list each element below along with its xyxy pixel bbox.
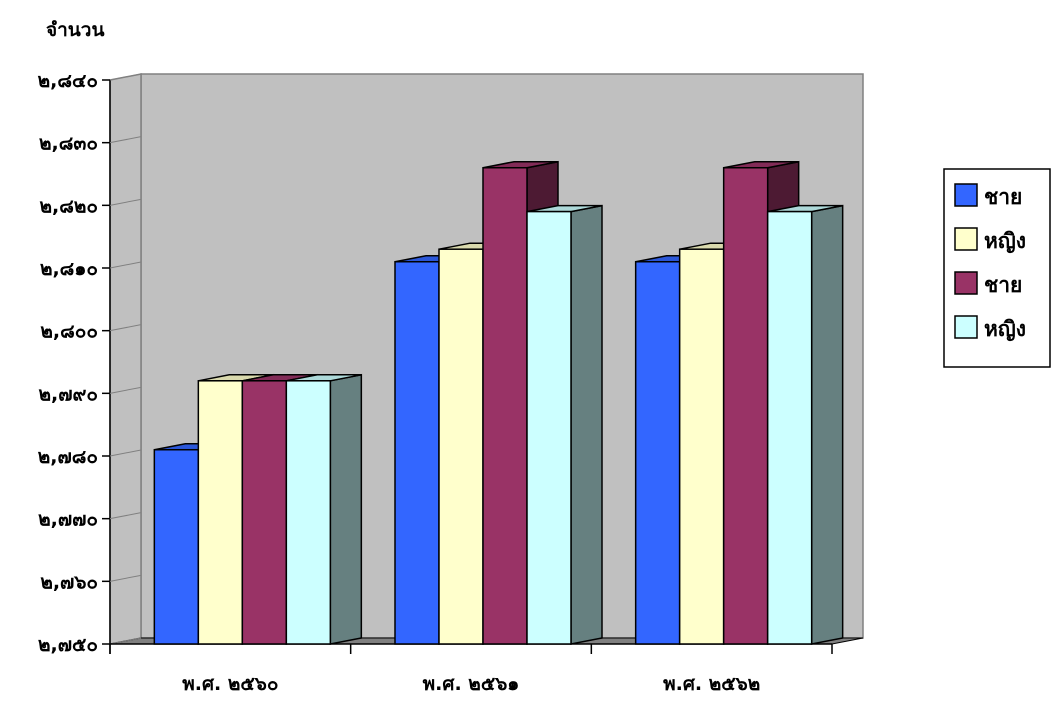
legend-swatch — [954, 271, 978, 295]
side-wall — [109, 73, 142, 645]
y-tick-label: ๒,๘๒๐ — [39, 195, 98, 217]
legend-label: หญิง — [984, 229, 1026, 254]
bar-front — [241, 380, 288, 645]
legend-swatch — [954, 227, 978, 251]
legend-label: ชาย — [984, 185, 1022, 209]
y-tick-depth — [109, 324, 142, 332]
bar-4 — [285, 373, 363, 645]
legend-swatch — [954, 183, 978, 207]
bar-groups — [153, 160, 844, 645]
bar-side — [329, 373, 363, 645]
y-tick-label: ๒,๗๗๐ — [38, 509, 98, 531]
y-tick-label: ๒,๘๓๐ — [39, 133, 98, 155]
y-tick-depth — [109, 198, 142, 206]
value-axis: ๒,๗๕๐ ๒,๗๖๐ ๒,๗๗๐ ๒,๗๘๐ ๒,๗๙๐ ๒,๘๐๐ ๒,๘๑๐ ๒,๘๒๐… — [38, 70, 833, 656]
y-tick-label: ๒,๘๔๐ — [38, 70, 98, 92]
bar-front — [197, 380, 244, 645]
y-tick-depth — [109, 449, 142, 457]
y-tick-depth — [109, 73, 142, 81]
bar-front — [766, 210, 813, 645]
legend-item: ชาย — [954, 271, 1022, 297]
category-axis: พ.ศ. ๒๕๖๐ พ.ศ. ๒๕๖๑ พ.ศ. ๒๕๖๒ — [182, 673, 760, 695]
bar-front — [482, 166, 528, 645]
bar-4 — [526, 204, 603, 645]
x-tick-label: พ.ศ. ๒๕๖๐ — [182, 673, 278, 695]
y-tick-label: ๒,๗๕๐ — [38, 634, 98, 656]
y-tick-label: ๒,๗๖๐ — [40, 571, 98, 593]
y-tick-depth — [109, 261, 142, 269]
legend-item: ชาย — [954, 183, 1022, 209]
y-tick-depth — [109, 574, 142, 582]
y-axis-title: จำนวน — [46, 19, 104, 41]
bar-side — [570, 204, 603, 645]
y-tick-depth — [109, 512, 142, 520]
y-tick-label: ๒,๗๘๐ — [38, 446, 98, 468]
y-tick-depth — [109, 386, 142, 394]
bar-front — [438, 248, 484, 645]
legend-item: หญิง — [954, 315, 1026, 342]
bar-front — [722, 166, 769, 645]
y-tick-depth — [109, 637, 142, 645]
bar-side — [810, 204, 844, 645]
x-tick-label: พ.ศ. ๒๕๖๑ — [423, 673, 520, 695]
y-tick-label: ๒,๘๐๐ — [40, 321, 98, 343]
bar-front — [634, 260, 681, 645]
bar-front — [678, 248, 725, 645]
bar-front — [526, 210, 572, 645]
bar-group — [634, 160, 844, 645]
bar-front — [153, 448, 200, 645]
bar-group — [394, 160, 603, 645]
y-tick-label: ๒,๘๑๐ — [40, 258, 98, 280]
bar-front — [394, 260, 440, 645]
bar-group — [153, 373, 363, 645]
bar-front — [285, 380, 332, 645]
legend-label: หญิง — [984, 317, 1026, 342]
x-tick-label: พ.ศ. ๒๕๖๒ — [663, 673, 760, 695]
legend-item: หญิง — [954, 227, 1026, 254]
y-tick-label: ๒,๗๙๐ — [38, 383, 98, 405]
legend-label: ชาย — [984, 273, 1022, 297]
bar-4 — [766, 204, 844, 645]
legend-swatch — [954, 315, 978, 339]
y-tick-depth — [109, 136, 142, 144]
